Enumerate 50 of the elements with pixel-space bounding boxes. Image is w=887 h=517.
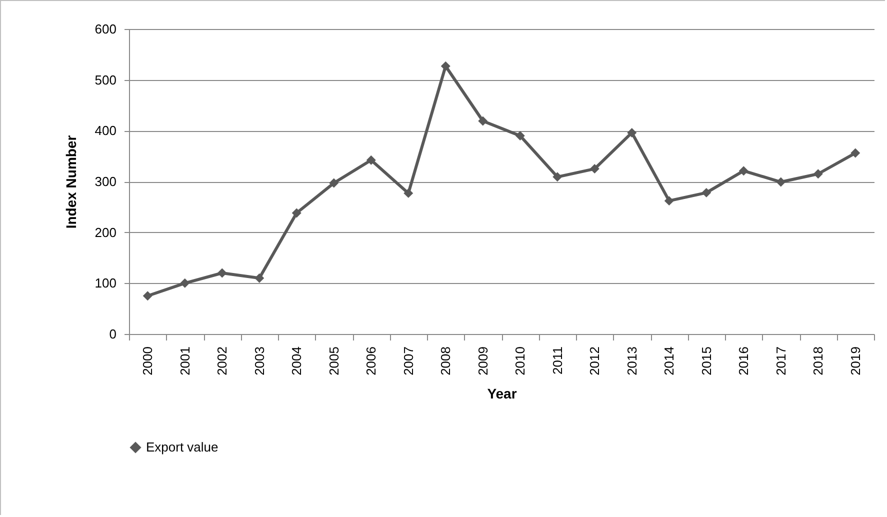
point xyxy=(440,61,450,71)
x-tick-label: 2002 xyxy=(214,346,230,376)
x-tick-label: 2004 xyxy=(289,346,304,376)
x-tick-label: 2010 xyxy=(512,346,528,376)
x-tick-label: 2009 xyxy=(475,346,490,376)
point xyxy=(180,278,190,288)
x-tick-label: 2001 xyxy=(177,346,192,376)
y-tick-label: 200 xyxy=(94,224,116,240)
x-tick-label: 2008 xyxy=(438,346,454,376)
x-tick-label: 2013 xyxy=(624,346,640,376)
y-tick-label: 500 xyxy=(94,72,116,88)
point xyxy=(515,131,525,140)
point xyxy=(738,166,748,176)
x-axis-title: Year xyxy=(487,385,518,402)
point xyxy=(329,178,339,188)
point xyxy=(664,196,674,206)
x-tick-label: 2000 xyxy=(140,346,156,376)
y-tick-label: 0 xyxy=(109,326,116,342)
x-tick-label: 2016 xyxy=(736,346,752,376)
x-tick-label: 2012 xyxy=(587,346,602,376)
y-axis-title: Index Number xyxy=(62,134,79,229)
x-tick-label: 2003 xyxy=(252,346,267,376)
x-tick-label: 2019 xyxy=(848,346,863,376)
legend-label: Export value xyxy=(146,440,218,454)
y-tick-label: 600 xyxy=(94,22,116,36)
point xyxy=(217,268,227,278)
y-tick-label: 100 xyxy=(94,276,116,291)
point xyxy=(813,169,823,179)
x-tick-label: 2017 xyxy=(773,346,788,376)
x-tick-label: 2018 xyxy=(810,346,826,376)
y-tick-label: 400 xyxy=(94,123,116,138)
x-tick-label: 2006 xyxy=(364,346,379,376)
point xyxy=(702,188,712,198)
point xyxy=(552,172,562,182)
point xyxy=(478,116,488,126)
point xyxy=(776,177,786,187)
x-tick-label: 2007 xyxy=(400,346,416,376)
x-tick-label: 2005 xyxy=(326,346,342,376)
point xyxy=(366,155,376,165)
x-tick-label: 2011 xyxy=(550,346,565,374)
point xyxy=(142,291,152,301)
x-tick-label: 2014 xyxy=(662,346,677,376)
point xyxy=(850,148,860,158)
point xyxy=(404,188,414,198)
point xyxy=(254,273,264,283)
point xyxy=(292,208,302,218)
point xyxy=(627,128,637,138)
y-tick-label: 300 xyxy=(94,174,116,189)
point xyxy=(590,164,600,174)
x-tick-label: 2015 xyxy=(698,346,714,376)
